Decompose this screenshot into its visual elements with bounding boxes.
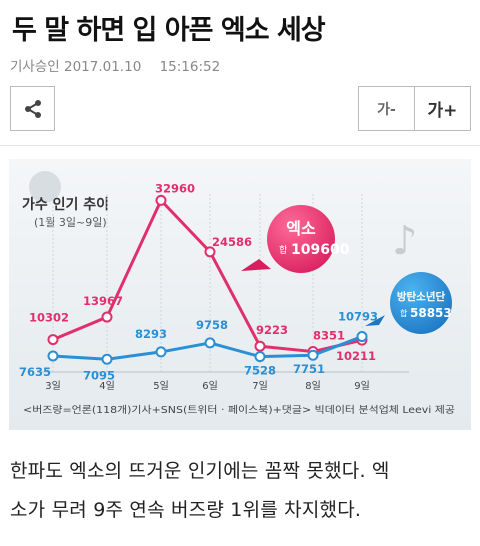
bts-data-label: 7528 <box>244 364 276 378</box>
paragraph-line: 소가 무려 9주 연속 버즈량 1위를 차지했다. <box>10 499 362 521</box>
article-time: 15:16:52 <box>159 59 221 75</box>
bts-total-callout: 방탄소년단 합 58853 <box>365 272 452 334</box>
x-tick-label: 6일 <box>202 380 218 392</box>
bts-data-label: 9758 <box>196 318 228 332</box>
bts-data-point <box>47 350 59 362</box>
bts-data-label: 8293 <box>135 327 167 341</box>
article-meta: 기사승인 2017.01.10 15:16:52 <box>10 55 220 75</box>
exo-data-label: 13967 <box>83 294 123 308</box>
bts-data-point <box>356 331 368 343</box>
bts-data-label: 10793 <box>338 310 378 324</box>
exo-data-label: 10302 <box>29 311 69 325</box>
svg-text:♪: ♪ <box>392 218 418 264</box>
bts-data-point <box>307 349 319 361</box>
x-tick-label: 9일 <box>354 380 370 392</box>
exo-callout-total: 109600 <box>291 242 350 258</box>
chart-footnote: <버즈량=언론(118개)기사+SNS(트위터 · 페이스북)+댓글> 빅데이터… <box>23 404 455 416</box>
article-body: 한파도 엑소의 뜨거운 인기에는 꼼짝 못했다. 엑 소가 무려 9주 연속 버… <box>10 452 472 530</box>
bts-data-point <box>101 353 113 365</box>
exo-data-point <box>155 194 167 206</box>
chart-title: 가수 인기 추이 <box>22 196 109 213</box>
approval-label: 기사승인 <box>10 59 60 75</box>
bts-data-label: 7635 <box>19 365 51 379</box>
x-tick-label: 7일 <box>252 380 268 392</box>
popularity-chart: 가수 인기 추이 (1월 3일~9일) ♪ 10302 13967 32960 245… <box>9 159 471 430</box>
exo-data-point <box>204 246 216 258</box>
exo-data-point <box>47 334 59 346</box>
paragraph-line: 한파도 엑소의 뜨거운 인기에는 꼼짝 못했다. 엑 <box>10 460 390 482</box>
font-larger-button[interactable]: 가+ <box>427 101 458 121</box>
font-size-controls: 가- 가+ <box>358 86 471 131</box>
exo-data-label: 8351 <box>313 329 345 343</box>
bts-callout-prefix: 합 <box>400 309 408 318</box>
bts-data-label: 7095 <box>83 368 115 382</box>
exo-data-point <box>101 311 113 323</box>
font-smaller-button[interactable]: 가- <box>359 87 415 130</box>
x-tick-label: 8일 <box>305 380 321 392</box>
exo-callout-name: 엑소 <box>286 219 316 238</box>
exo-callout-prefix: 합 <box>279 245 287 256</box>
exo-data-label: 32960 <box>155 181 195 195</box>
x-tick-label: 4일 <box>99 380 115 392</box>
exo-data-label: 10211 <box>336 349 376 363</box>
exo-data-point <box>254 340 266 352</box>
share-icon <box>24 99 41 118</box>
article-date: 2017.01.10 <box>63 59 142 75</box>
bts-data-point <box>155 346 167 358</box>
divider <box>0 145 480 146</box>
x-tick-label: 3일 <box>45 380 61 392</box>
chart-subtitle: (1월 3일~9일) <box>34 215 107 229</box>
bts-callout-name: 방탄소년단 <box>397 290 446 303</box>
music-note-icon: ♪ <box>392 218 418 264</box>
exo-data-label: 9223 <box>256 323 288 337</box>
bts-data-point <box>254 351 266 363</box>
exo-data-label: 24586 <box>212 235 252 249</box>
share-button[interactable] <box>10 86 55 131</box>
x-tick-label: 5일 <box>153 380 169 392</box>
bts-data-point <box>204 337 216 349</box>
article-title: 두 말 하면 입 아픈 엑소 세상 <box>12 15 326 46</box>
exo-total-callout: 엑소 합 109600 <box>241 205 350 273</box>
bts-callout-total: 58853 <box>410 306 452 320</box>
bts-data-label: 7751 <box>293 362 325 376</box>
